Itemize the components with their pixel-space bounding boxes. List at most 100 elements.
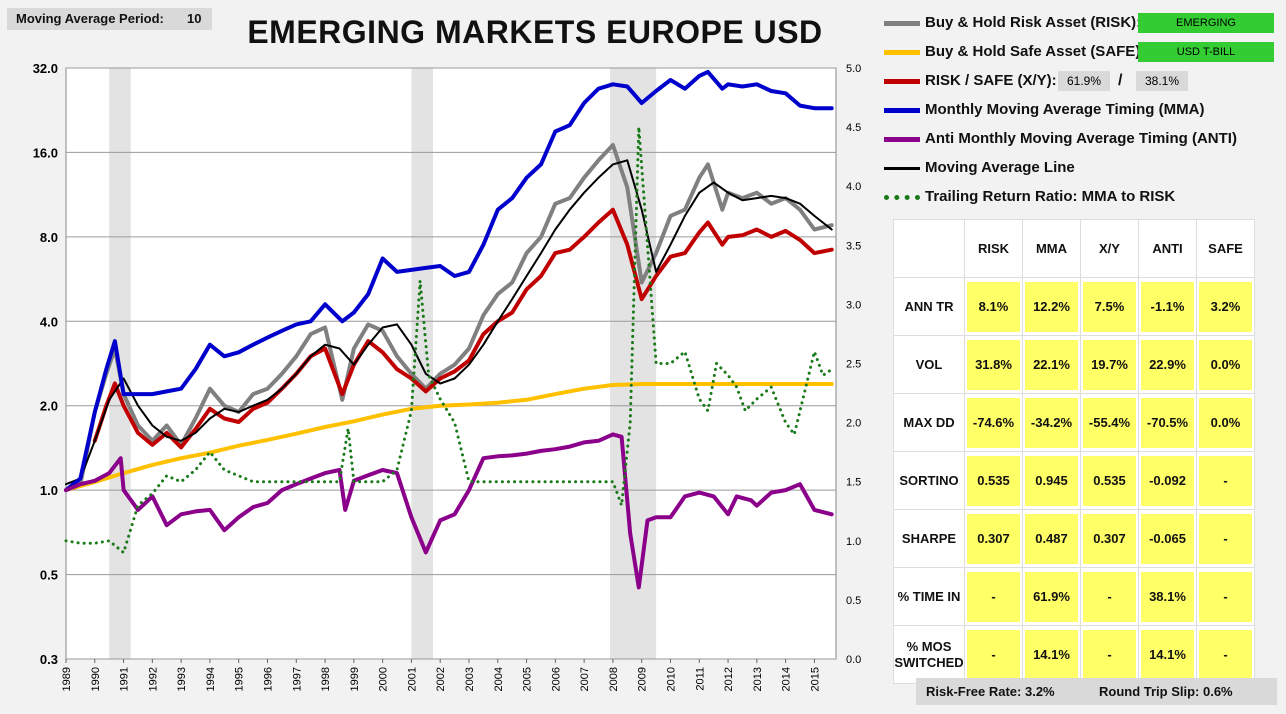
x-axis-tick-label: 1991 <box>119 667 131 691</box>
stat-cell: 14.1% <box>1141 629 1194 680</box>
stat-cell: - <box>1199 629 1252 680</box>
stats-header-row: RISK MMA X/Y ANTI SAFE <box>893 219 1255 278</box>
stats-table: RISK MMA X/Y ANTI SAFE ANN TR 8.1% 12.2%… <box>893 219 1255 684</box>
series-line-maline <box>65 159 833 486</box>
moving-average-period: Moving Average Period: 10 <box>7 8 212 30</box>
x-axis-tick-label: 1998 <box>320 667 332 691</box>
x-axis-tick-label: 1996 <box>262 667 274 691</box>
safe-weight: 38.1% <box>1136 71 1188 91</box>
row-label: SORTINO <box>893 451 965 510</box>
stat-cell: -1.1% <box>1141 281 1194 332</box>
x-axis-tick-label: 2001 <box>406 667 418 691</box>
stat-cell: - <box>1199 571 1252 622</box>
x-axis-tick-label: 2010 <box>665 667 677 691</box>
plot-area <box>65 67 837 660</box>
stat-cell: 3.2% <box>1199 281 1252 332</box>
stat-cell: 0.307 <box>967 513 1020 564</box>
chart-title: EMERGING MARKETS EUROPE USD <box>247 14 823 50</box>
x-axis-tick-label: 1994 <box>205 667 217 691</box>
left-axis-tick-label: 0.5 <box>40 568 58 583</box>
stats-row-max-dd: MAX DD -74.6% -34.2% -55.4% -70.5% 0.0% <box>893 393 1255 452</box>
moving-average-label: Moving Average Period: <box>16 11 164 26</box>
stats-header: MMA <box>1022 219 1081 278</box>
x-axis-tick-label: 2015 <box>809 667 821 691</box>
x-axis-tick-label: 1997 <box>291 667 303 691</box>
x-axis-tick-label: 2004 <box>493 667 505 691</box>
moving-average-value: 10 <box>187 11 202 26</box>
right-axis-tick-label: 2.0 <box>846 418 861 430</box>
row-label: % MOS SWITCHED <box>893 625 965 684</box>
legend-safe-label: Buy & Hold Safe Asset (SAFE): <box>925 43 1146 60</box>
risk-swatch <box>884 21 920 26</box>
legend-mma-label: Monthly Moving Average Timing (MMA) <box>925 101 1205 118</box>
stat-cell: 0.535 <box>967 455 1020 506</box>
left-axis-tick-label: 2.0 <box>40 399 58 414</box>
left-axis-tick-label: 32.0 <box>33 61 58 76</box>
stat-cell: 19.7% <box>1083 339 1136 390</box>
x-axis-tick-label: 2003 <box>464 667 476 691</box>
x-axis-tick-label: 1993 <box>176 667 188 691</box>
line-chart: 32.0 16.0 8.0 4.0 2.0 1.0 0.5 0.3 5.0 4.5 4.0 3.5 3.… <box>33 61 862 691</box>
stat-cell: -74.6% <box>967 397 1020 448</box>
series-line-mma <box>64 69 834 493</box>
right-axis-tick-label: 0.0 <box>846 654 861 666</box>
stats-header: SAFE <box>1196 219 1255 278</box>
stat-cell: 8.1% <box>967 281 1020 332</box>
stat-cell: 61.9% <box>1025 571 1078 622</box>
stats-row-sharpe: SHARPE 0.307 0.487 0.307 -0.065 - <box>893 509 1255 568</box>
stat-cell: - <box>967 629 1020 680</box>
safe-swatch <box>884 50 920 55</box>
x-axis-tick-label: 2009 <box>637 667 649 691</box>
x-axis-tick-label: 2014 <box>781 667 793 691</box>
stat-cell: 0.0% <box>1199 339 1252 390</box>
series-line-xy <box>92 207 834 450</box>
right-axis-tick-label: 3.0 <box>846 299 861 311</box>
risk-asset-tag: EMERGING <box>1138 13 1274 33</box>
stats-header: ANTI <box>1138 219 1197 278</box>
risk-weight: 61.9% <box>1058 71 1110 91</box>
right-axis-tick-label: 4.5 <box>846 122 861 134</box>
ratio-swatch <box>884 195 920 200</box>
legend-risk-label: Buy & Hold Risk Asset (RISK): <box>925 14 1142 31</box>
stat-cell: -70.5% <box>1141 397 1194 448</box>
risk-free-rate: Risk-Free Rate: 3.2% <box>916 678 1089 705</box>
stat-cell: 22.1% <box>1025 339 1078 390</box>
weight-slash: / <box>1118 72 1123 89</box>
stat-cell: 7.5% <box>1083 281 1136 332</box>
stats-row-vol: VOL 31.8% 22.1% 19.7% 22.9% 0.0% <box>893 335 1255 394</box>
recession-band <box>411 68 434 659</box>
stats-corner <box>893 219 965 278</box>
x-axis-tick-label: 1989 <box>61 667 73 691</box>
x-axis-tick-label: 1990 <box>90 667 102 691</box>
stat-cell: -0.092 <box>1141 455 1194 506</box>
right-axis-tick-label: 5.0 <box>846 63 861 75</box>
stats-header: X/Y <box>1080 219 1139 278</box>
stats-row-sortino: SORTINO 0.535 0.945 0.535 -0.092 - <box>893 451 1255 510</box>
x-axis-tick-label: 1992 <box>147 667 159 691</box>
x-axis-tick-label: 2007 <box>579 667 591 691</box>
left-axis-tick-label: 1.0 <box>40 483 58 498</box>
right-axis-tick-label: 1.0 <box>846 536 861 548</box>
row-label: SHARPE <box>893 509 965 568</box>
right-axis-tick-label: 3.5 <box>846 240 861 252</box>
stat-cell: - <box>1199 513 1252 564</box>
x-axis-tick-label: 2012 <box>723 667 735 691</box>
right-axis-tick-label: 0.5 <box>846 595 861 607</box>
stat-cell: -55.4% <box>1083 397 1136 448</box>
x-axis-tick-label: 2006 <box>550 667 562 691</box>
xy-swatch <box>884 79 920 84</box>
safe-asset-tag: USD T-BILL <box>1138 42 1274 62</box>
round-trip-slip: Round Trip Slip: 0.6% <box>1089 678 1277 705</box>
x-axis-tick-label: 2008 <box>608 667 620 691</box>
right-axis-tick-label: 1.5 <box>846 477 861 489</box>
stat-cell: 0.535 <box>1083 455 1136 506</box>
stat-cell: -0.065 <box>1141 513 1194 564</box>
legend-ratio-label: Trailing Return Ratio: MMA to RISK <box>925 188 1176 205</box>
stats-row-mos-switched: % MOS SWITCHED - 14.1% - 14.1% - <box>893 625 1255 684</box>
x-axis-tick-label: 2013 <box>752 667 764 691</box>
x-axis-tick-label: 2002 <box>435 667 447 691</box>
stat-cell: 0.0% <box>1199 397 1252 448</box>
stat-cell: 31.8% <box>967 339 1020 390</box>
x-axis-tick-label: 2011 <box>694 667 706 691</box>
stats-row-ann-tr: ANN TR 8.1% 12.2% 7.5% -1.1% 3.2% <box>893 277 1255 336</box>
